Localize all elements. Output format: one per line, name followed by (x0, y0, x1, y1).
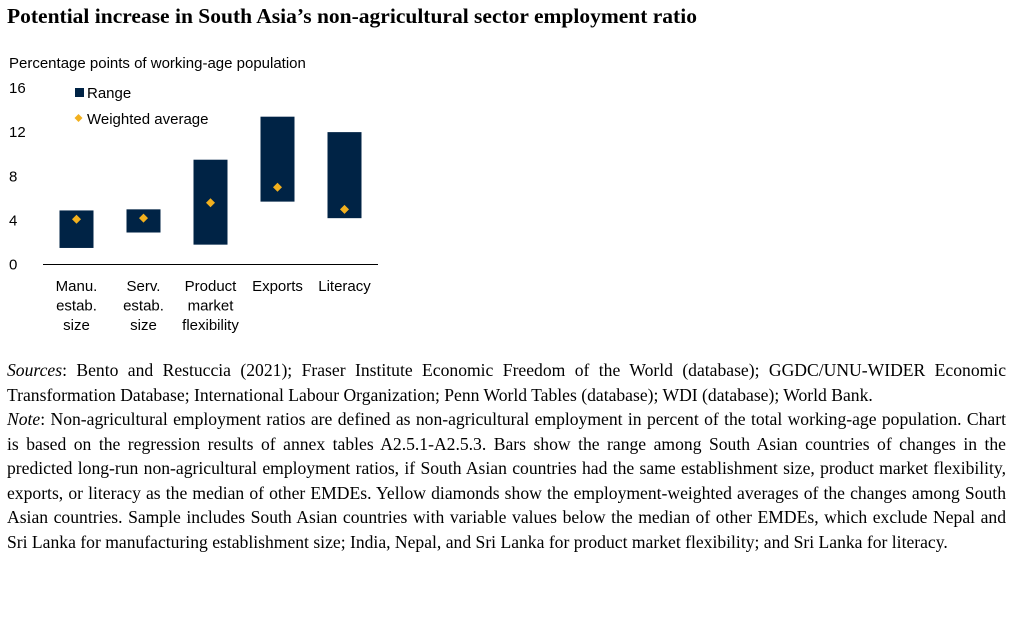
y-tick-label: 4 (9, 212, 17, 229)
y-axis-label: Percentage points of working-age populat… (9, 55, 306, 72)
note-text: : Non-agricultural employment ratios are… (7, 409, 1006, 552)
x-tick-label-line: estab. (56, 298, 97, 315)
note-label: Note (7, 409, 41, 429)
range-bar (327, 132, 362, 219)
x-tick-label: Literacy (318, 278, 371, 295)
legend: Range Weighted average (74, 85, 208, 128)
weighted-average-marker (340, 204, 349, 214)
x-tick-label-line: estab. (123, 298, 164, 315)
legend-swatch-range (75, 88, 84, 97)
x-tick-label: Product market flexibility (182, 278, 239, 334)
weighted-average-marker (273, 182, 282, 192)
x-tick-label-line: Product (185, 278, 238, 295)
x-tick-label-line: Literacy (318, 278, 371, 295)
x-tick-label: Manu. estab. size (56, 278, 98, 334)
x-tick-label-line: flexibility (182, 317, 239, 334)
x-tick-label: Serv. estab. size (123, 278, 164, 334)
note-paragraph: Note: Non-agricultural employment ratios… (7, 407, 1006, 554)
weighted-average-marker (72, 214, 81, 224)
source-notes: Sources: Bento and Restuccia (2021); Fra… (7, 358, 1006, 554)
sources-text: : Bento and Restuccia (2021); Fraser Ins… (7, 360, 1006, 405)
y-tick-label: 0 (9, 257, 17, 274)
weighted-average-marker (206, 198, 215, 208)
sources-label: Sources (7, 360, 63, 380)
weighted-average-markers (72, 182, 349, 224)
x-tick-label-line: Exports (252, 278, 303, 295)
legend-swatch-weighted-average (74, 114, 83, 122)
x-tick-label: Exports (252, 278, 303, 295)
y-tick-label: 8 (9, 168, 17, 185)
x-tick-label-line: size (130, 317, 157, 334)
range-bars (59, 116, 362, 248)
chart-title: Potential increase in South Asia’s non-a… (7, 4, 697, 28)
x-tick-label-line: size (63, 317, 90, 334)
y-axis-ticks: 0 4 8 12 16 (9, 80, 26, 274)
y-tick-label: 16 (9, 80, 26, 97)
weighted-average-marker (139, 213, 148, 223)
x-tick-label-line: Manu. (56, 278, 98, 295)
legend-label-weighted-average: Weighted average (87, 111, 208, 128)
x-tick-label-line: market (188, 298, 235, 315)
x-tick-label-line: Serv. (127, 278, 161, 295)
range-chart: Percentage points of working-age populat… (9, 55, 378, 334)
legend-label-range: Range (87, 85, 131, 102)
y-tick-label: 12 (9, 124, 26, 141)
x-axis-tick-labels: Manu. estab. size Serv. estab. size Product mar… (56, 278, 372, 334)
sources-paragraph: Sources: Bento and Restuccia (2021); Fra… (7, 358, 1006, 407)
